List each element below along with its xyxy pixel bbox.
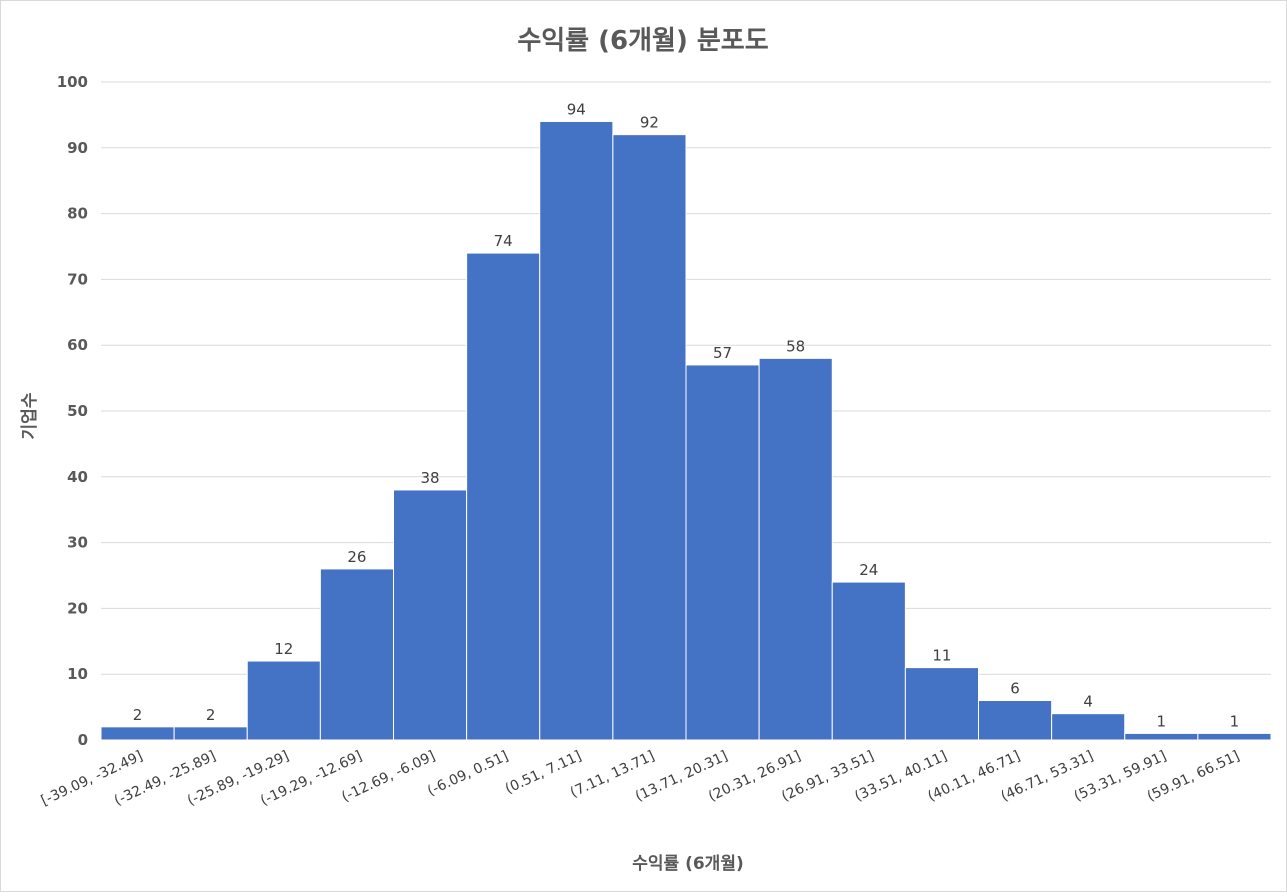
bars bbox=[100, 120, 1272, 741]
y-tick-label: 50 bbox=[67, 402, 88, 420]
bar-value-label: 2 bbox=[206, 706, 216, 724]
bar-value-label: 58 bbox=[786, 337, 805, 355]
histogram-bar bbox=[466, 252, 541, 741]
bar-value-label: 94 bbox=[567, 100, 586, 118]
bar-value-label: 12 bbox=[274, 640, 293, 658]
y-tick-label: 80 bbox=[67, 205, 88, 223]
bar-value-label: 26 bbox=[347, 548, 366, 566]
bar-value-label: 1 bbox=[1157, 712, 1167, 730]
histogram-bar bbox=[1051, 713, 1126, 741]
histogram-bar bbox=[100, 726, 175, 741]
y-axis-ticks: 0 10 20 30 40 50 60 70 80 90 100 bbox=[57, 73, 88, 749]
histogram-bar bbox=[758, 357, 833, 741]
y-tick-label: 30 bbox=[67, 534, 88, 552]
y-tick-label: 20 bbox=[67, 599, 88, 617]
histogram-bar bbox=[904, 667, 979, 741]
bar-value-label: 74 bbox=[494, 232, 513, 250]
histogram-bar bbox=[978, 700, 1053, 741]
chart-title: 수익률 (6개월) 분포도 bbox=[517, 26, 768, 56]
y-axis-label: 기업수 bbox=[20, 392, 40, 439]
bar-value-label: 11 bbox=[932, 647, 951, 665]
y-tick-label: 60 bbox=[67, 336, 88, 354]
bar-value-label: 92 bbox=[640, 114, 659, 132]
x-tick-label: (-6.09, 0.51] bbox=[425, 748, 511, 799]
histogram-bar bbox=[319, 568, 394, 741]
x-axis-ticks: [-39.09, -32.49](-32.49, -25.89](-25.89,… bbox=[39, 748, 1242, 809]
bar-value-label: 24 bbox=[859, 561, 878, 579]
y-tick-label: 10 bbox=[67, 665, 88, 683]
histogram-bar bbox=[539, 120, 614, 741]
histogram-bar bbox=[246, 660, 321, 741]
histogram-bar bbox=[393, 489, 468, 741]
bar-value-label: 38 bbox=[421, 469, 440, 487]
y-tick-label: 100 bbox=[57, 73, 88, 91]
bar-value-label: 2 bbox=[133, 706, 143, 724]
y-tick-label: 40 bbox=[67, 468, 88, 486]
histogram-bar bbox=[831, 581, 906, 741]
bar-value-label: 1 bbox=[1230, 712, 1240, 730]
bar-value-label: 57 bbox=[713, 344, 732, 362]
x-axis-label: 수익률 (6개월) bbox=[632, 854, 744, 874]
y-tick-label: 70 bbox=[67, 270, 88, 288]
histogram-bar bbox=[1197, 732, 1272, 741]
histogram-bar bbox=[1124, 732, 1199, 741]
histogram-bar bbox=[612, 134, 687, 741]
y-tick-label: 0 bbox=[78, 731, 88, 749]
bar-value-label: 6 bbox=[1010, 680, 1020, 698]
bar-value-label: 4 bbox=[1083, 693, 1093, 711]
histogram-bar bbox=[685, 364, 760, 741]
histogram-bar bbox=[173, 726, 248, 741]
y-tick-label: 90 bbox=[67, 139, 88, 157]
